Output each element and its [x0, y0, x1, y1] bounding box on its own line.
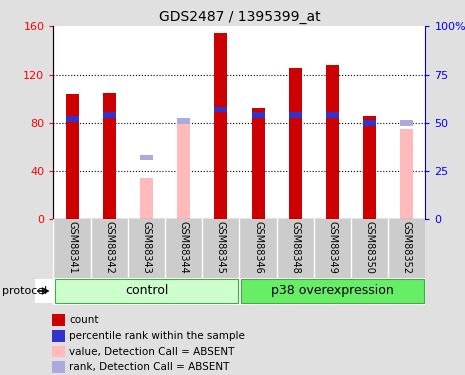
Bar — [52, 362, 65, 373]
Bar — [400, 129, 413, 219]
Bar — [363, 120, 376, 126]
Text: percentile rank within the sample: percentile rank within the sample — [69, 331, 245, 341]
Text: GSM88352: GSM88352 — [402, 221, 412, 274]
Text: GSM88343: GSM88343 — [141, 221, 152, 274]
Text: GSM88346: GSM88346 — [253, 221, 263, 274]
Bar — [214, 33, 227, 219]
Bar — [140, 155, 153, 160]
Text: GSM88348: GSM88348 — [290, 221, 300, 274]
Bar — [66, 94, 79, 219]
Bar — [66, 116, 79, 122]
Text: control: control — [125, 284, 168, 297]
Bar — [363, 116, 376, 219]
FancyBboxPatch shape — [55, 279, 238, 303]
Bar — [52, 346, 65, 357]
Bar — [52, 314, 65, 326]
FancyBboxPatch shape — [241, 279, 424, 303]
Bar — [103, 112, 116, 118]
Bar — [177, 118, 190, 124]
Bar — [177, 123, 190, 219]
Text: GSM88342: GSM88342 — [104, 221, 114, 274]
Bar — [214, 106, 227, 112]
Text: rank, Detection Call = ABSENT: rank, Detection Call = ABSENT — [69, 362, 229, 372]
Bar — [140, 178, 153, 219]
Bar — [326, 112, 339, 118]
Bar — [252, 112, 265, 118]
Text: count: count — [69, 315, 99, 325]
Bar — [52, 330, 65, 342]
Bar — [289, 112, 302, 118]
Text: GSM88349: GSM88349 — [327, 221, 338, 274]
Text: value, Detection Call = ABSENT: value, Detection Call = ABSENT — [69, 346, 234, 357]
Text: protocol: protocol — [2, 286, 47, 296]
Bar — [103, 93, 116, 219]
Text: p38 overexpression: p38 overexpression — [271, 284, 394, 297]
Text: GSM88350: GSM88350 — [365, 221, 375, 274]
Bar — [289, 69, 302, 219]
Bar — [326, 65, 339, 219]
Title: GDS2487 / 1395399_at: GDS2487 / 1395399_at — [159, 10, 320, 24]
Text: GSM88345: GSM88345 — [216, 221, 226, 274]
Bar — [400, 120, 413, 126]
Bar — [252, 108, 265, 219]
Text: GSM88341: GSM88341 — [67, 221, 77, 274]
Text: GSM88344: GSM88344 — [179, 221, 189, 274]
